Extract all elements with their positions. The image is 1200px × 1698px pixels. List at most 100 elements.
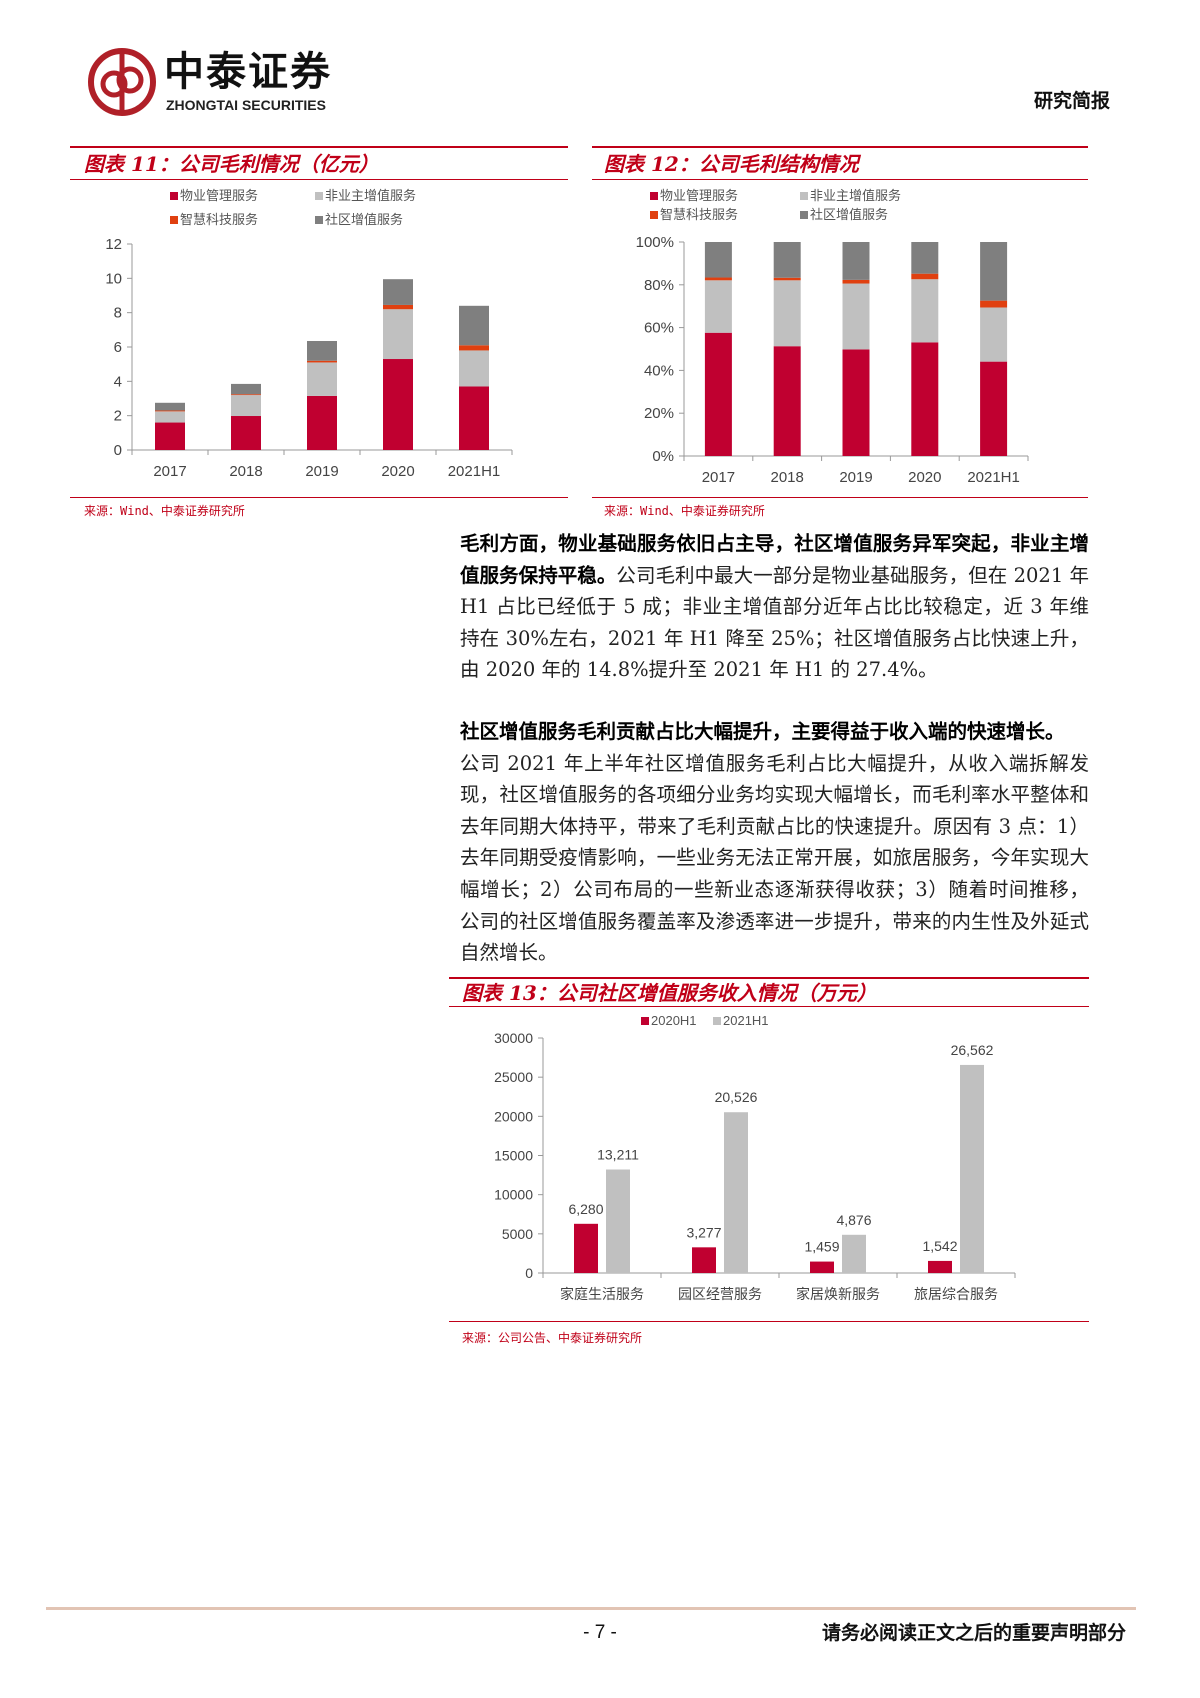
bar-segment <box>842 283 870 350</box>
data-label: 3,277 <box>686 1224 721 1240</box>
x-tick-label: 家庭生活服务 <box>560 1286 644 1302</box>
bar-segment <box>842 349 870 456</box>
bar-segment <box>231 383 261 395</box>
x-tick-label: 2020 <box>908 469 941 486</box>
y-tick-label: 25000 <box>494 1069 533 1085</box>
bar-segment <box>383 279 413 305</box>
legend-label: 非业主增值服务 <box>325 188 416 203</box>
bar-segment <box>307 395 337 450</box>
zhongtai-logo-icon <box>88 48 156 116</box>
x-tick-label: 2021H1 <box>448 463 501 480</box>
fig13-block: 图表 13：公司社区增值服务收入情况（万元） 2020H1 2021H1 0 5000… <box>449 976 1089 1349</box>
y-tick-label: 6 <box>114 339 122 356</box>
data-label: 13,211 <box>597 1146 639 1162</box>
bar-segment <box>459 345 489 351</box>
bar-segment <box>980 361 1008 456</box>
data-label: 1,459 <box>804 1238 839 1254</box>
bar-segment <box>980 242 1008 301</box>
bar-segment <box>773 277 801 281</box>
bar-segment <box>704 280 732 333</box>
bar-segment <box>307 360 337 363</box>
bar <box>574 1223 598 1273</box>
bar-segment <box>307 340 337 361</box>
legend-label: 社区增值服务 <box>810 207 888 222</box>
bar-segment <box>980 300 1008 308</box>
bar-segment <box>459 350 489 387</box>
footer-disclaimer: 请务必阅读正文之后的重要声明部分 <box>821 1622 1126 1644</box>
para2-heading: 社区增值服务毛利贡献占比大幅提升，主要得益于收入端的快速增长。 <box>460 719 1065 743</box>
bar-segment <box>383 309 413 360</box>
x-tick-label: 2020 <box>381 463 414 480</box>
para1-body: 公司毛利中最大一部分是物业基础服务，但在 2021 年 H1 占比已经低于 5 … <box>460 563 1089 682</box>
fig11-title: 图表 11：公司毛利情况（亿元） <box>84 152 379 176</box>
footer-divider <box>46 1607 1136 1610</box>
bar-segment <box>459 386 489 450</box>
x-tick-label: 2018 <box>771 469 804 486</box>
legend-swatch <box>713 1016 721 1025</box>
bar <box>842 1234 866 1273</box>
legend-swatch <box>315 192 323 200</box>
bar-segment <box>155 422 185 450</box>
bar-segment <box>155 411 185 423</box>
bar-segment <box>911 342 939 456</box>
legend-label: 物业管理服务 <box>180 188 258 203</box>
logo-cn: 中泰证券 <box>164 50 332 94</box>
bar-segment <box>980 307 1008 362</box>
paragraph-gross-profit: 毛利方面，物业基础服务依旧占主导，社区增值服务异军突起，非业主增值服务保持平稳。… <box>460 528 1089 686</box>
y-tick-label: 20% <box>644 405 674 422</box>
bar-segment <box>911 279 939 343</box>
y-tick-label: 12 <box>105 236 122 253</box>
data-label: 4,876 <box>836 1212 871 1228</box>
y-tick-label: 4 <box>114 373 122 390</box>
legend-swatch <box>800 211 808 219</box>
bar-segment <box>155 402 185 411</box>
legend-swatch <box>315 216 323 224</box>
bar-segment <box>307 362 337 396</box>
legend-swatch <box>641 1016 649 1025</box>
data-label: 20,526 <box>715 1089 758 1105</box>
y-tick-label: 60% <box>644 320 674 337</box>
y-tick-label: 30000 <box>494 1030 533 1046</box>
x-tick-label: 家居焕新服务 <box>796 1286 880 1302</box>
y-tick-label: 100% <box>636 234 674 251</box>
bar-segment <box>155 410 185 412</box>
y-tick-label: 15000 <box>494 1147 533 1163</box>
bar-segment <box>773 280 801 347</box>
x-tick-label: 2017 <box>153 463 186 480</box>
fig12-title: 图表 12：公司毛利结构情况 <box>604 152 859 176</box>
legend-label: 2021H1 <box>723 1013 769 1028</box>
fig13-title: 图表 13：公司社区增值服务收入情况（万元） <box>462 980 877 1005</box>
bar <box>724 1111 748 1273</box>
y-tick-label: 10 <box>105 270 122 287</box>
legend-swatch <box>650 192 658 200</box>
x-tick-label: 2019 <box>305 463 338 480</box>
fig12-source: 来源：Wind、中泰证券研究所 <box>604 504 765 518</box>
doc-type: 研究简报 <box>1034 90 1111 112</box>
bar-segment <box>383 304 413 310</box>
y-tick-label: 40% <box>644 362 674 379</box>
legend-label: 智慧科技服务 <box>660 207 738 222</box>
bar-segment <box>911 242 939 274</box>
bar-segment <box>911 273 939 280</box>
y-tick-label: 0% <box>652 448 674 465</box>
bar-segment <box>704 332 732 456</box>
bar <box>960 1064 984 1273</box>
bar <box>606 1169 630 1273</box>
bar-segment <box>842 279 870 284</box>
bar-segment <box>704 242 732 278</box>
y-tick-label: 0 <box>525 1265 533 1281</box>
bar-segment <box>231 394 261 396</box>
para1-heading: 毛利方面，物业基础服务依旧占主导，社区增值服务异军突起，非业主增值服务保持平稳。 <box>460 532 1089 587</box>
para2-body: 公司 2021 年上半年社区增值服务毛利占比大幅提升，从收入端拆解发现，社区增值… <box>460 751 1089 965</box>
legend-label: 物业管理服务 <box>660 188 738 203</box>
legend-label: 社区增值服务 <box>325 212 403 227</box>
logo-en: ZHONGTAI SECURITIES <box>166 97 326 113</box>
y-tick-label: 80% <box>644 277 674 294</box>
y-tick-label: 5000 <box>502 1226 533 1242</box>
legend-label: 2020H1 <box>651 1013 697 1028</box>
y-tick-label: 20000 <box>494 1108 533 1124</box>
bar-segment <box>842 242 870 280</box>
bar-segment <box>773 242 801 278</box>
